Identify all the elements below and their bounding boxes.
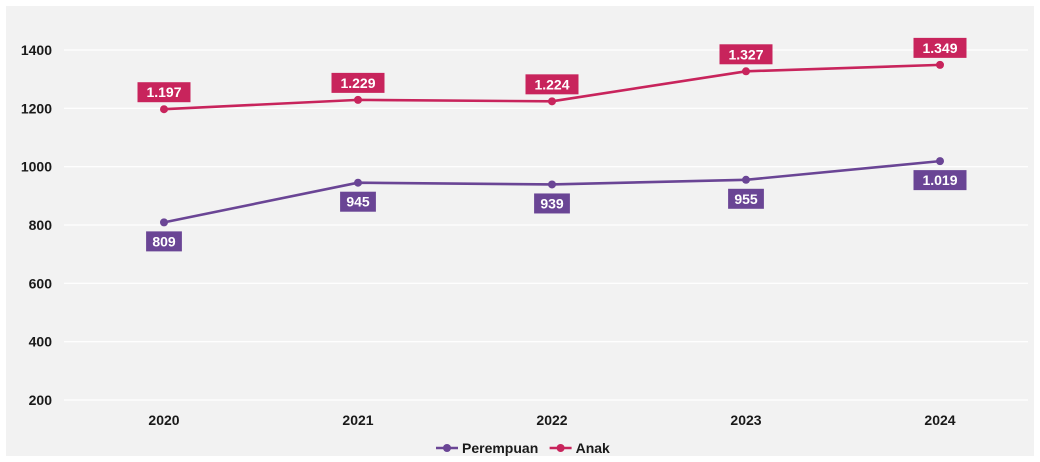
legend: Perempuan Anak [436, 440, 610, 456]
data-point [936, 60, 944, 69]
data-label: 1.327 [728, 46, 763, 62]
y-tick-label: 1000 [21, 159, 52, 175]
data-label: 955 [734, 191, 758, 207]
data-point [548, 180, 556, 189]
y-tick-label: 1400 [21, 42, 52, 58]
data-label-box [331, 72, 385, 93]
series-perempuan: 809 945 939 955 1.019 [146, 157, 967, 252]
data-point [354, 178, 362, 187]
data-label: 809 [152, 233, 176, 249]
grid-lines [64, 49, 1028, 401]
data-label: 1.229 [340, 75, 375, 91]
data-label-box [137, 82, 191, 103]
data-label: 1.197 [146, 84, 181, 100]
x-tick-label: 2024 [924, 412, 955, 428]
data-point [742, 175, 750, 184]
data-point [160, 105, 168, 114]
legend-label: Perempuan [462, 440, 538, 456]
data-point [354, 95, 362, 104]
data-label: 1.349 [922, 40, 957, 56]
data-point [742, 67, 750, 76]
x-tick-label: 2020 [148, 412, 179, 428]
data-label-box [340, 191, 376, 212]
x-tick-label: 2022 [536, 412, 567, 428]
y-tick-label: 400 [29, 334, 53, 350]
data-label-box [913, 37, 967, 58]
y-axis: 200 400 600 800 1000 1200 1400 [21, 42, 52, 408]
legend-marker [443, 444, 451, 452]
legend-marker [556, 444, 565, 452]
y-tick-label: 800 [29, 217, 53, 233]
data-label: 945 [346, 194, 370, 210]
data-label-box [146, 231, 182, 252]
legend-item-anak: Anak [549, 440, 610, 456]
data-label-box [719, 44, 773, 65]
data-label-box [534, 193, 570, 214]
series-layer: 809 945 939 955 1.019 1.197 1.229 1.224 1.327 1.3… [137, 37, 967, 252]
y-tick-label: 200 [29, 392, 53, 408]
data-point [548, 97, 556, 106]
data-label: 1.019 [922, 172, 957, 188]
y-tick-label: 600 [29, 275, 53, 291]
data-label: 1.224 [534, 76, 569, 92]
data-point [160, 218, 168, 227]
data-label: 939 [540, 195, 564, 211]
data-label-box [525, 74, 579, 95]
chart-container: 200 400 600 800 1000 1200 1400 2020 2021 2022 202… [6, 6, 1034, 456]
data-label-box [913, 170, 967, 191]
data-point [936, 157, 944, 166]
y-tick-label: 1200 [21, 100, 52, 116]
x-axis: 2020 2021 2022 2023 2024 [148, 412, 955, 428]
x-tick-label: 2023 [730, 412, 761, 428]
x-tick-label: 2021 [342, 412, 373, 428]
legend-label: Anak [576, 440, 610, 456]
series-anak: 1.197 1.229 1.224 1.327 1.349 [137, 37, 967, 114]
data-label-box [728, 188, 764, 209]
legend-item-perempuan: Perempuan [436, 440, 538, 456]
